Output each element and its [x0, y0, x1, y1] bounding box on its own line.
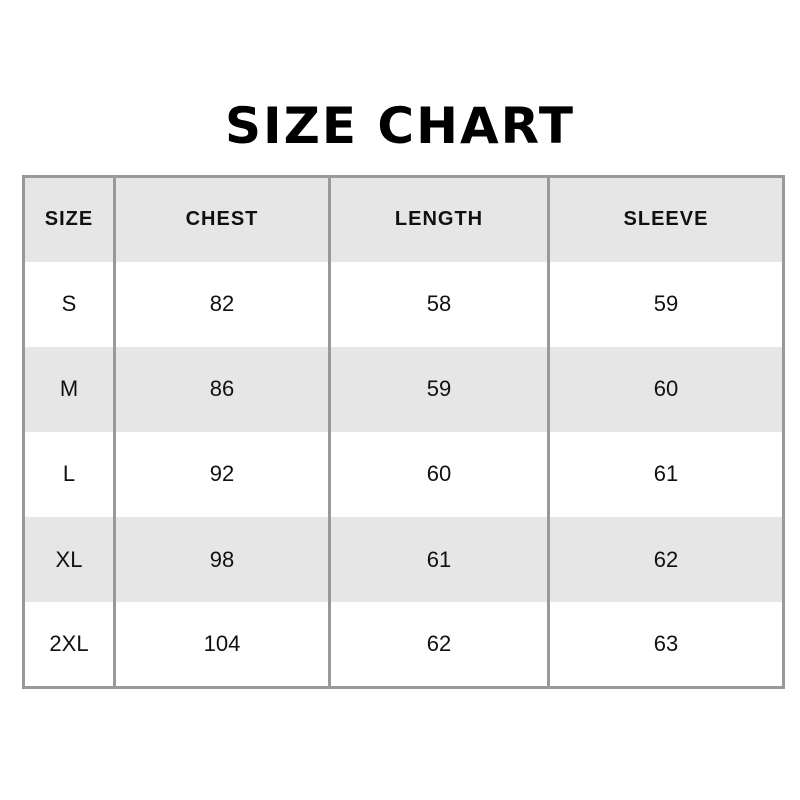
table-row: M 86 59 60: [23, 346, 784, 432]
cell-chest: 82: [113, 261, 330, 347]
cell-length: 61: [328, 517, 549, 603]
size-chart-table: SIZE CHEST LENGTH SLEEVE S 82 58 59 M 86 59 60 L…: [22, 175, 785, 689]
header-chest: CHEST: [113, 176, 330, 262]
cell-size: M: [23, 346, 115, 432]
cell-sleeve: 63: [547, 602, 784, 688]
table-row: S 82 58 59: [24, 261, 784, 347]
cell-size: L: [62, 461, 76, 487]
cell-length: 58: [328, 261, 549, 347]
cell-size: 2XL: [49, 631, 89, 657]
cell-chest: 86: [113, 346, 330, 432]
cell-chest: 98: [113, 517, 330, 603]
cell-length: 60: [328, 431, 549, 518]
cell-size: XL: [23, 517, 115, 603]
cell-sleeve: 61: [547, 431, 784, 518]
cell-chest: 92: [113, 431, 330, 518]
cell-size: S: [61, 291, 77, 317]
header-length: LENGTH: [328, 176, 549, 262]
header-size: SIZE: [23, 176, 115, 262]
cell-sleeve: 60: [547, 346, 784, 432]
cell-sleeve: 59: [547, 261, 784, 347]
cell-chest: 104: [113, 602, 330, 688]
header-sleeve: SLEEVE: [547, 176, 784, 262]
cell-sleeve: 62: [547, 517, 784, 603]
header-row: SIZE CHEST LENGTH SLEEVE: [23, 176, 784, 262]
table-row: XL 98 61 62: [23, 517, 784, 603]
cell-length: 59: [328, 346, 549, 432]
page-title: SIZE CHART: [224, 97, 576, 155]
table-row: L 92 60 61: [24, 431, 784, 518]
cell-length: 62: [328, 602, 549, 688]
table-row: 2XL 104 62 63: [24, 602, 784, 688]
